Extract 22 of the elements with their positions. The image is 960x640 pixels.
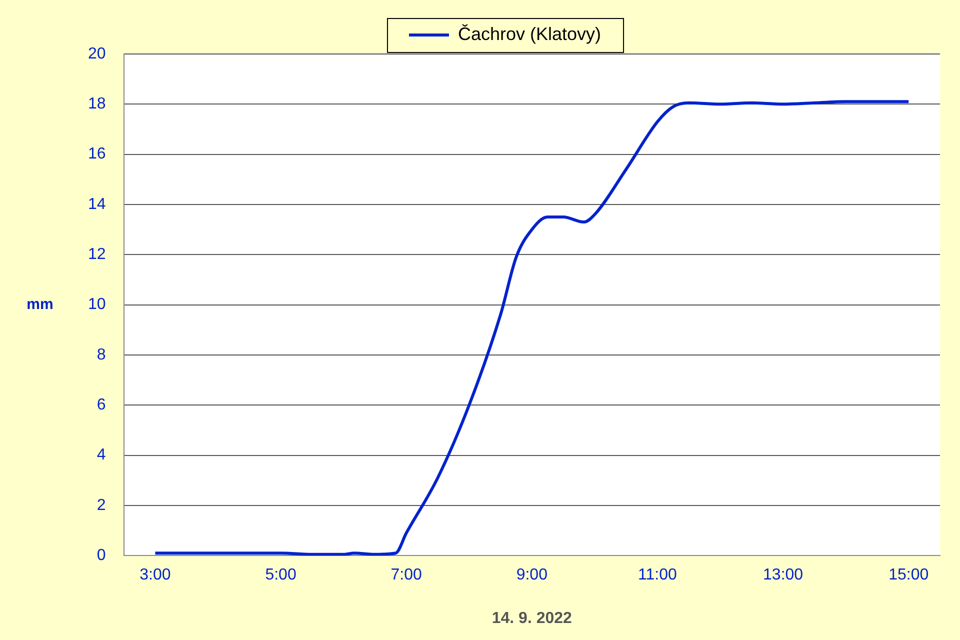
- y-tick-label: 2: [96, 496, 106, 514]
- legend-label: Čachrov (Klatovy): [458, 24, 602, 44]
- x-tick-label: 13:00: [763, 566, 804, 584]
- y-tick-label: 10: [88, 296, 106, 314]
- y-axis-title: mm: [26, 296, 54, 313]
- x-tick-label: 11:00: [638, 566, 677, 584]
- y-tick-label: 4: [96, 446, 106, 464]
- x-tick-label: 9:00: [516, 566, 548, 584]
- y-tick-label: 20: [88, 45, 106, 62]
- y-tick-label: 8: [96, 346, 106, 364]
- x-tick-label: 5:00: [265, 566, 296, 584]
- x-tick-label: 15:00: [888, 566, 929, 584]
- y-tick-label: 0: [96, 547, 106, 564]
- x-axis-title: 14. 9. 2022: [492, 610, 572, 627]
- x-tick-label: 3:00: [140, 566, 171, 584]
- y-tick-label: 18: [88, 96, 106, 113]
- y-tick-label: 12: [88, 246, 106, 264]
- y-tick-label: 14: [88, 196, 106, 213]
- y-tick-label: 6: [96, 396, 106, 414]
- line-series: [154, 100, 910, 556]
- x-tick-label: 7:00: [390, 566, 422, 584]
- y-tick-label: 16: [88, 146, 106, 163]
